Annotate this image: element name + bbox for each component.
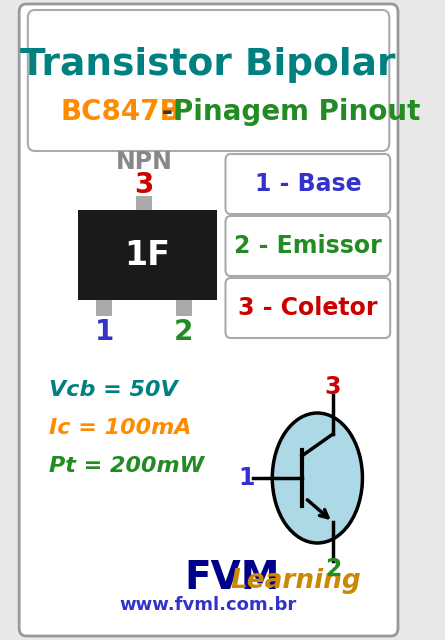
FancyBboxPatch shape — [226, 278, 390, 338]
Text: NPN: NPN — [116, 150, 172, 174]
Text: BC847B: BC847B — [61, 98, 182, 126]
FancyBboxPatch shape — [226, 216, 390, 276]
Text: 2 - Emissor: 2 - Emissor — [234, 234, 382, 258]
Bar — [136, 196, 152, 210]
Bar — [96, 300, 112, 316]
FancyBboxPatch shape — [19, 4, 398, 636]
Text: 1F: 1F — [125, 239, 170, 271]
Text: www.fvml.com.br: www.fvml.com.br — [120, 596, 297, 614]
Text: 2: 2 — [174, 318, 194, 346]
Text: 2: 2 — [325, 557, 341, 581]
Text: Vcb = 50V: Vcb = 50V — [49, 380, 178, 400]
Text: 3 - Coletor: 3 - Coletor — [238, 296, 377, 320]
Text: Pt = 200mW: Pt = 200mW — [49, 456, 204, 476]
Text: -: - — [152, 98, 182, 126]
Ellipse shape — [272, 413, 362, 543]
Text: 1: 1 — [238, 466, 255, 490]
FancyBboxPatch shape — [226, 154, 390, 214]
Text: Transistor Bipolar: Transistor Bipolar — [20, 47, 396, 83]
Text: Learning: Learning — [231, 568, 361, 594]
Text: 1 - Base: 1 - Base — [255, 172, 361, 196]
FancyBboxPatch shape — [28, 10, 389, 151]
Text: 1: 1 — [94, 318, 114, 346]
Text: FVM: FVM — [185, 559, 280, 597]
Bar — [176, 300, 192, 316]
Text: 3: 3 — [325, 375, 341, 399]
Text: Pinagem Pinout: Pinagem Pinout — [174, 98, 421, 126]
Bar — [78, 210, 217, 300]
Text: 3: 3 — [134, 171, 154, 199]
Text: Ic = 100mA: Ic = 100mA — [49, 418, 191, 438]
